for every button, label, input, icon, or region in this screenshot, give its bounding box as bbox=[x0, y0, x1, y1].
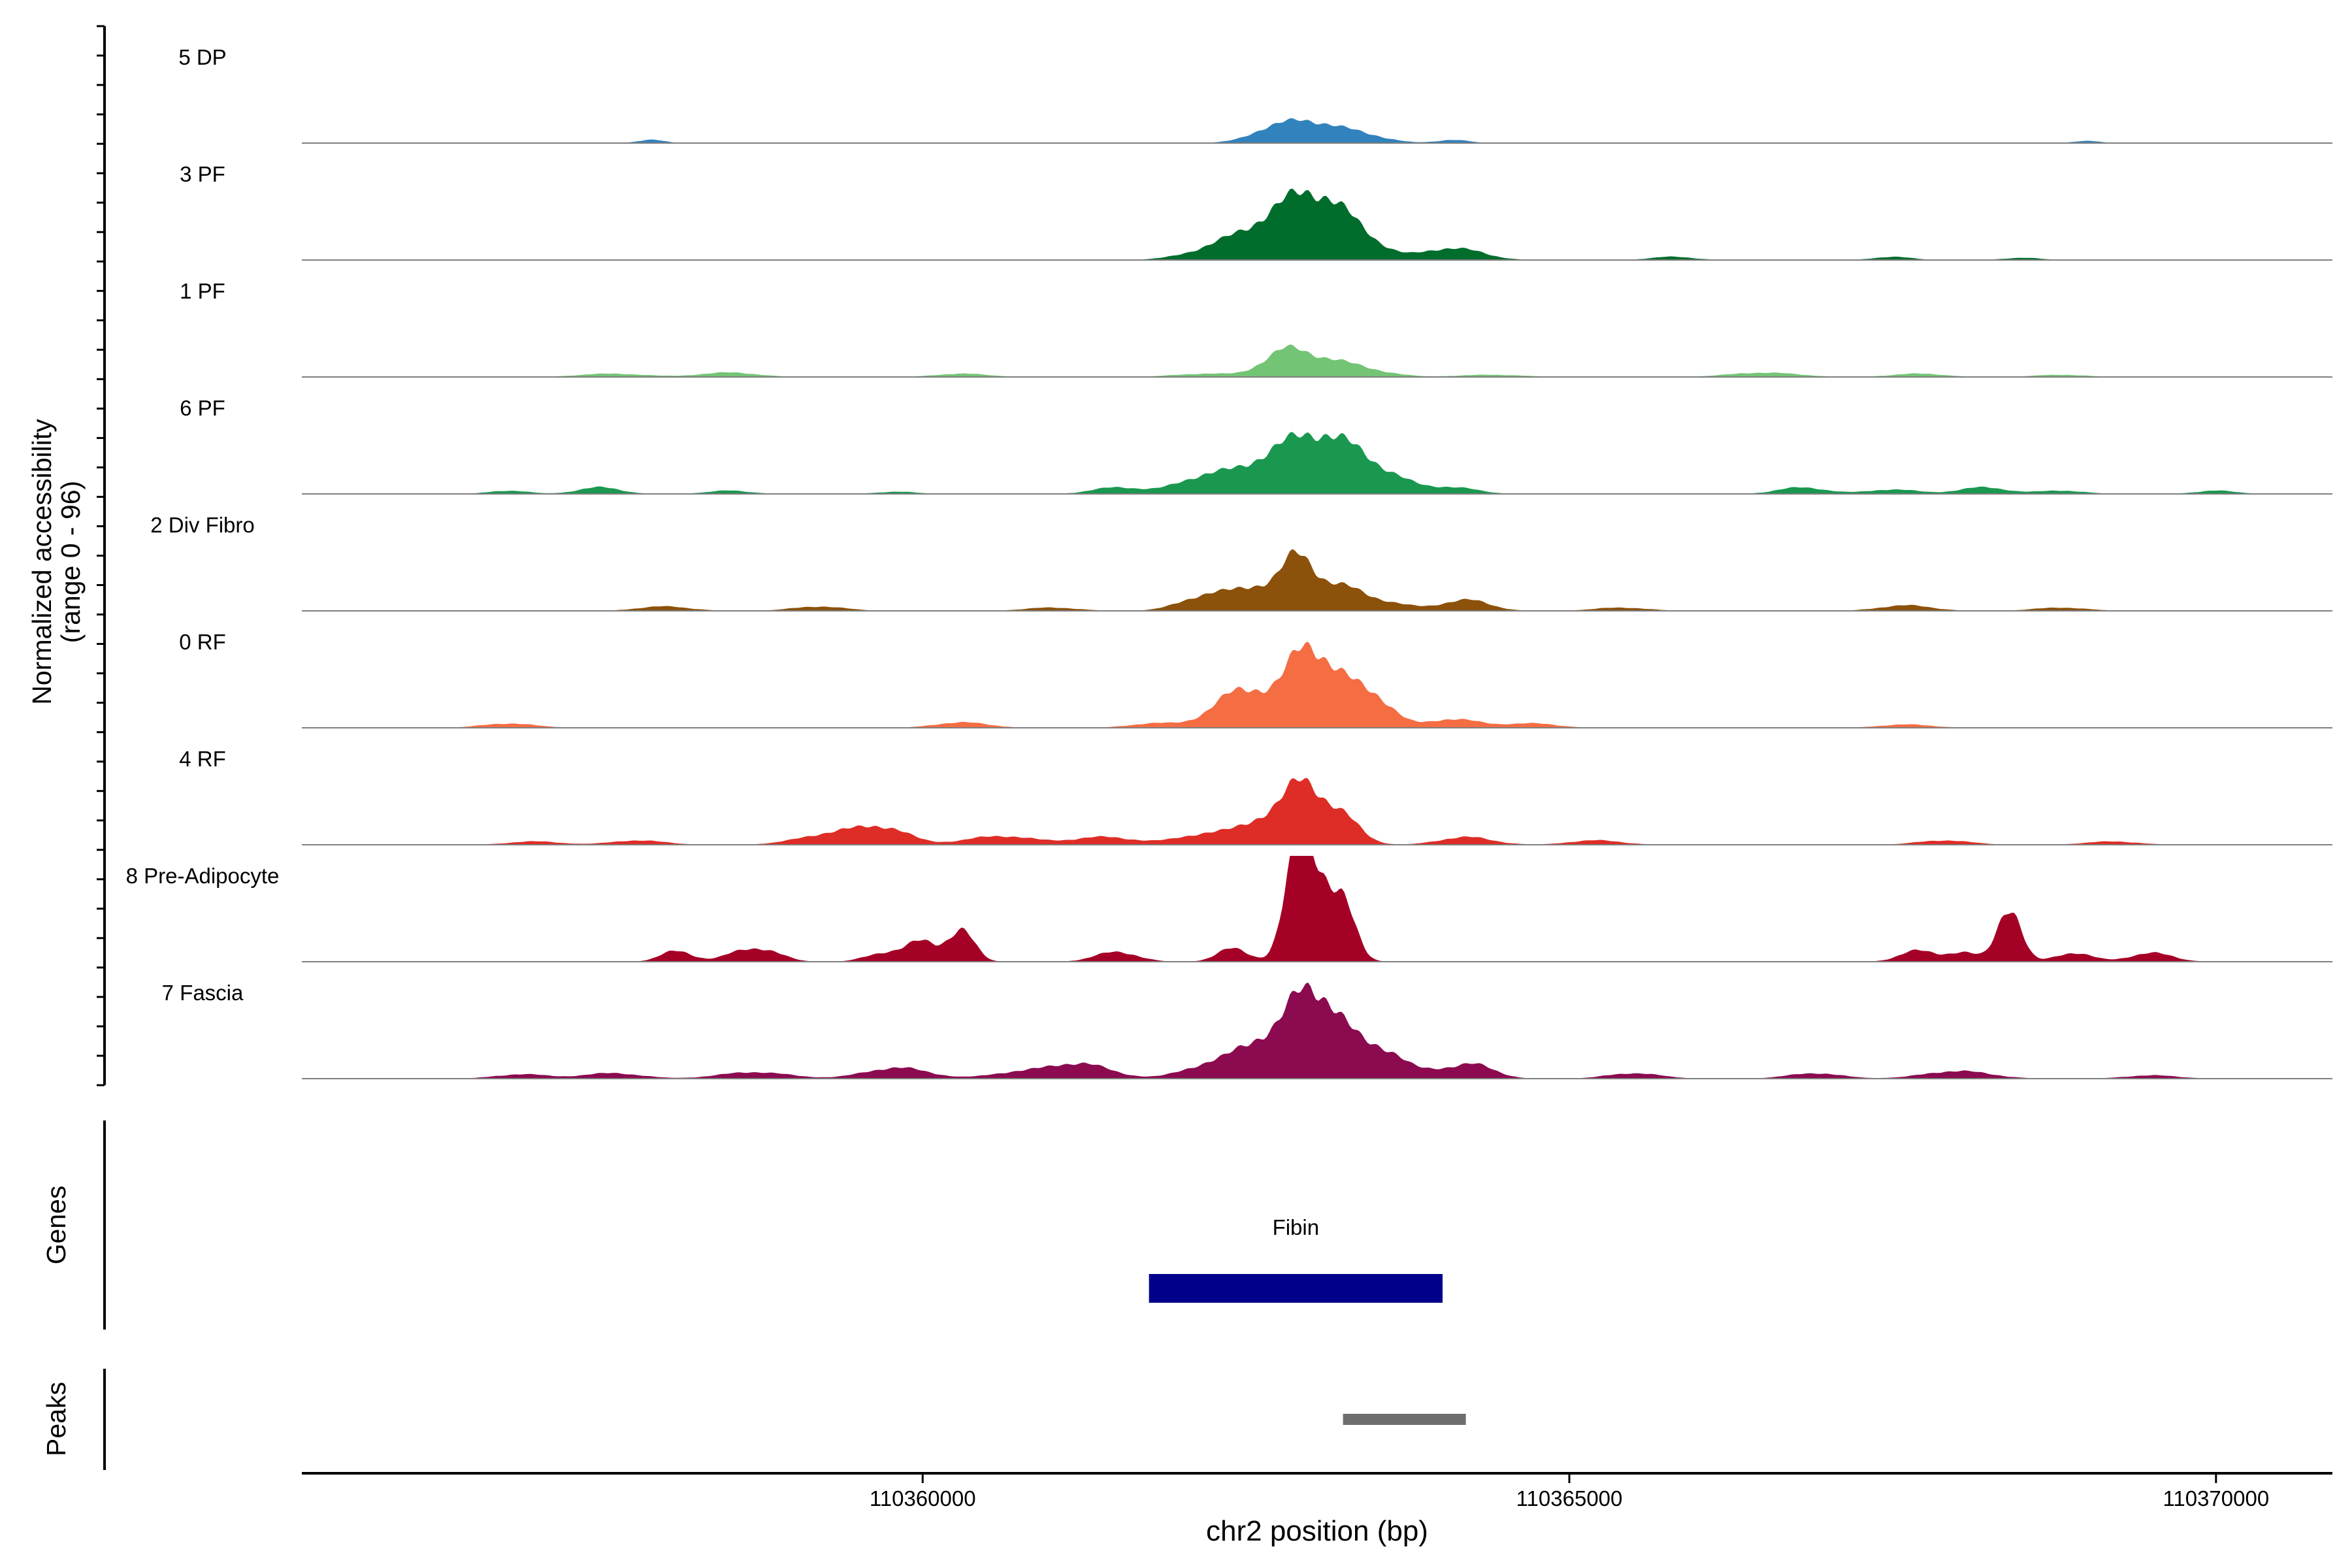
track-label: 4 RF bbox=[179, 747, 226, 771]
y-axis-label: Normalized accessibility bbox=[27, 419, 57, 705]
coverage-area bbox=[302, 344, 2332, 377]
track-0-rf: 0 RF bbox=[179, 630, 2332, 728]
x-tick-label: 110370000 bbox=[2163, 1486, 2269, 1511]
coverage-area bbox=[302, 549, 2332, 611]
x-axis: 110360000 110365000 110370000 chr2 position… bbox=[302, 1472, 2332, 1547]
genes-label: Genes bbox=[41, 1186, 71, 1265]
track-5-dp: 5 DP bbox=[178, 45, 2332, 144]
coverage-area bbox=[302, 642, 2332, 728]
gene-panel: Genes Fibin bbox=[41, 1120, 1443, 1330]
track-label: 7 Fascia bbox=[162, 981, 244, 1005]
track-3-pf: 3 PF bbox=[180, 162, 2332, 261]
peak-panel: Peaks bbox=[41, 1369, 1466, 1470]
track-label: 2 Div Fibro bbox=[150, 513, 255, 537]
track-2-div-fibro: 2 Div Fibro bbox=[150, 513, 2332, 612]
y-axis-range-label: (range 0 - 96) bbox=[56, 481, 86, 643]
coverage-area bbox=[302, 777, 2332, 845]
track-label: 5 DP bbox=[178, 45, 226, 69]
x-tick-label: 110360000 bbox=[870, 1486, 976, 1511]
track-label: 0 RF bbox=[179, 630, 226, 654]
track-label: 8 Pre-Adipocyte bbox=[126, 864, 280, 888]
coverage-area bbox=[302, 982, 2332, 1079]
coverage-area bbox=[302, 432, 2332, 494]
track-1-pf: 1 PF bbox=[180, 279, 2332, 378]
peaks-label: Peaks bbox=[41, 1382, 71, 1456]
coverage-area bbox=[302, 856, 2332, 962]
gene-name-label: Fibin bbox=[1273, 1215, 1320, 1239]
left-axis: Normalized accessibility(range 0 - 96) bbox=[27, 25, 106, 1086]
track-7-fascia: 7 Fascia bbox=[162, 981, 2332, 1079]
gene-bar bbox=[1149, 1274, 1443, 1303]
coverage-area bbox=[302, 118, 2332, 143]
track-label: 1 PF bbox=[180, 279, 225, 303]
coverage-area bbox=[302, 188, 2332, 260]
track-6-pf: 6 PF bbox=[180, 396, 2332, 495]
track-8-pre-adipocyte: 8 Pre-Adipocyte bbox=[126, 856, 2332, 962]
coverage-tracks: 5 DP 3 PF 1 PF 6 PF 2 Div Fibro 0 RF 4 RF 8 Pre… bbox=[126, 45, 2332, 1079]
track-label: 3 PF bbox=[180, 162, 225, 186]
x-tick-label: 110365000 bbox=[1516, 1486, 1623, 1511]
x-axis-label: chr2 position (bp) bbox=[1206, 1515, 1428, 1547]
peak-bar bbox=[1343, 1414, 1466, 1425]
track-4-rf: 4 RF bbox=[179, 747, 2332, 845]
track-label: 6 PF bbox=[180, 396, 225, 420]
